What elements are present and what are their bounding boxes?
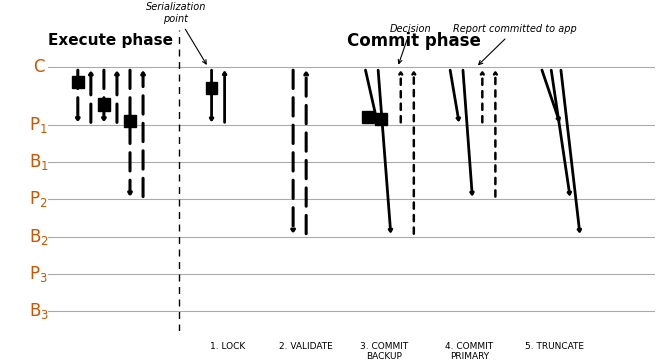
Text: P$_1$: P$_1$: [30, 115, 48, 135]
Text: Decision: Decision: [390, 24, 432, 64]
Text: Report committed to app: Report committed to app: [453, 24, 577, 65]
Text: 3. COMMIT
BACKUP: 3. COMMIT BACKUP: [361, 342, 409, 361]
Text: 1. LOCK: 1. LOCK: [211, 342, 245, 351]
Text: 2. VALIDATE: 2. VALIDATE: [279, 342, 333, 351]
Bar: [206, 82, 217, 94]
Text: P$_3$: P$_3$: [30, 264, 48, 284]
Text: B$_3$: B$_3$: [29, 301, 49, 321]
Text: Commit phase: Commit phase: [347, 32, 481, 50]
Bar: [98, 98, 110, 111]
Text: 4. COMMIT
PRIMARY: 4. COMMIT PRIMARY: [445, 342, 494, 361]
Bar: [124, 115, 136, 127]
Bar: [363, 111, 374, 123]
Text: B$_2$: B$_2$: [29, 227, 49, 246]
Text: B$_1$: B$_1$: [29, 152, 49, 172]
Text: Serialization
point: Serialization point: [145, 3, 206, 64]
Text: P$_2$: P$_2$: [30, 189, 48, 209]
Bar: [375, 113, 387, 125]
Bar: [72, 76, 84, 88]
Text: Execute phase: Execute phase: [48, 33, 173, 48]
Text: 5. TRUNCATE: 5. TRUNCATE: [524, 342, 584, 351]
Text: C: C: [33, 58, 44, 76]
